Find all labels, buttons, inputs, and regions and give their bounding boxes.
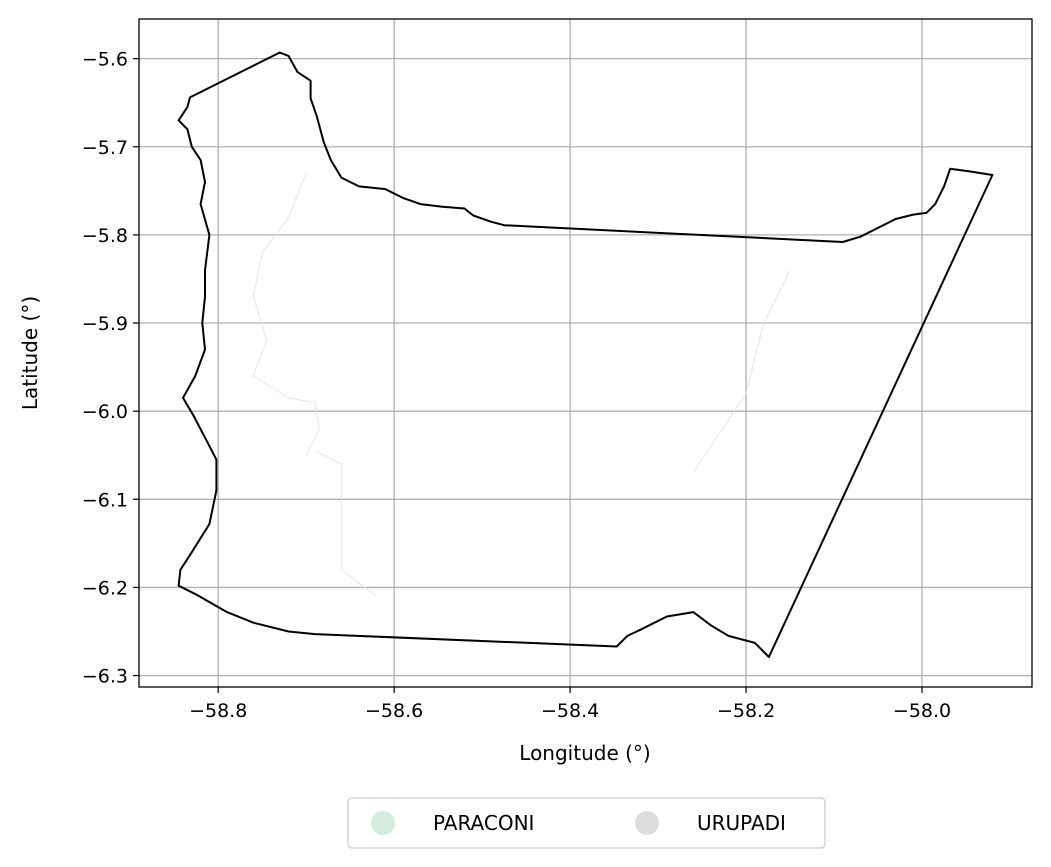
x-axis-label: Longitude (°) [519, 741, 650, 765]
legend-label-urupadi: URUPADI [697, 811, 786, 835]
x-tick-label: −58.2 [717, 700, 775, 722]
grid-lines [139, 19, 1032, 687]
y-tick-label: −6.3 [82, 666, 128, 688]
x-tick-label: −58.8 [189, 700, 247, 722]
x-tick-label: −58.0 [893, 700, 951, 722]
legend: PARACONI URUPADI [347, 797, 826, 849]
legend-box [347, 797, 826, 849]
x-axis-ticks: −58.8 −58.6 −58.4 −58.2 −58.0 [189, 687, 951, 722]
y-tick-label: −5.8 [82, 225, 128, 247]
y-tick-label: −6.1 [82, 489, 128, 511]
y-tick-label: −5.6 [82, 49, 128, 71]
faint-interior-line [314, 450, 377, 597]
faint-interior-lines [252, 173, 791, 597]
y-axis-ticks: −5.6 −5.7 −5.8 −5.9 −6.0 −6.1 −6.2 −6.3 [82, 49, 139, 688]
legend-marker-paraconi [371, 811, 395, 835]
legend-label-paraconi: PARACONI [433, 811, 534, 835]
legend-marker-urupadi [635, 811, 659, 835]
y-tick-label: −5.7 [82, 137, 128, 159]
y-tick-label: −6.0 [82, 401, 128, 423]
x-tick-label: −58.4 [541, 700, 599, 722]
y-tick-label: −5.9 [82, 313, 128, 335]
plot-frame [138, 18, 1033, 688]
region-boundary [177, 51, 994, 658]
y-tick-label: −6.2 [82, 577, 128, 599]
faint-interior-line [692, 269, 791, 474]
x-tick-label: −58.6 [365, 700, 423, 722]
faint-interior-line [252, 173, 320, 456]
y-axis-label: Latitude (°) [18, 296, 42, 410]
